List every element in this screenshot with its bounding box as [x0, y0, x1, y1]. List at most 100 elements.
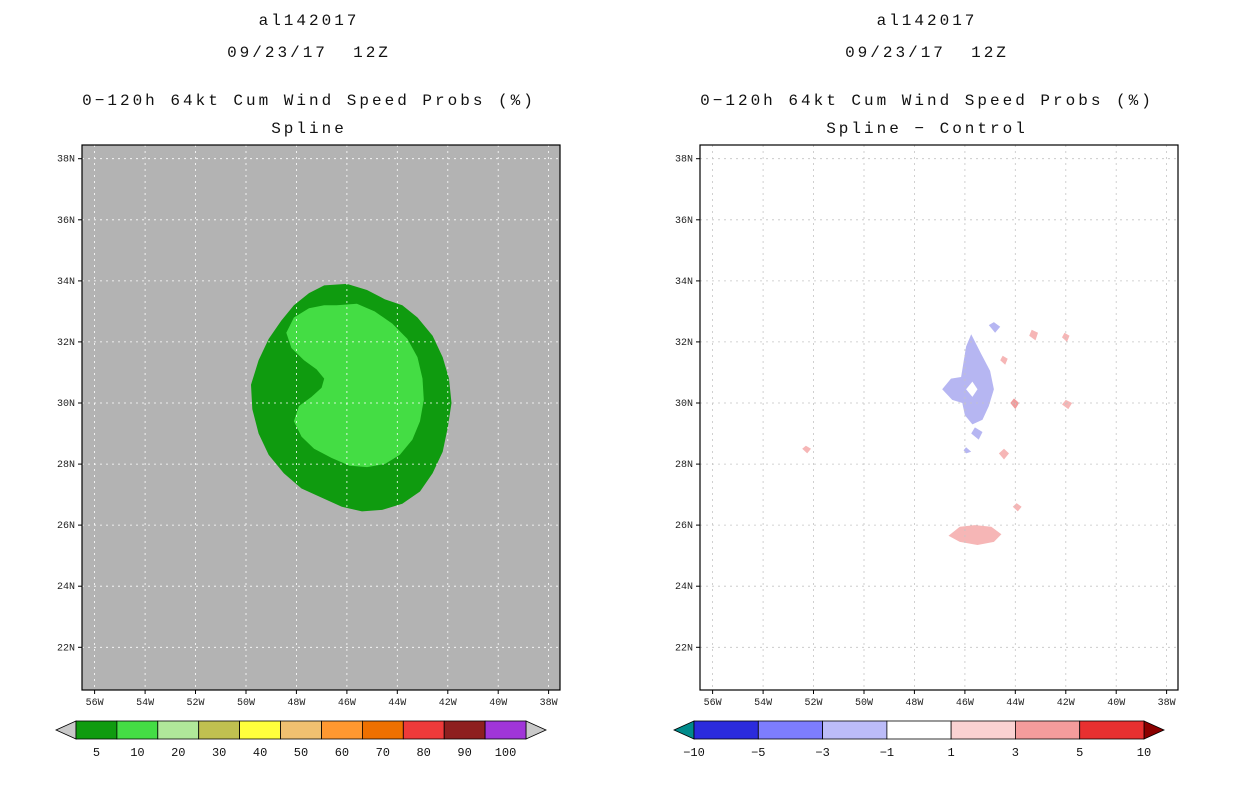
svg-text:38W: 38W: [540, 698, 558, 709]
colorbar-cell: [361, 720, 404, 740]
map-plot: 56W 54W 52W 50W 48W 46W 44W 42W 40W 38W 22N 24N 26N 2…: [675, 144, 1179, 709]
panel-spline-minus-control: al142017 09/23/17 12Z 0−120h 64kt Cum Wi…: [618, 0, 1236, 800]
svg-text:20: 20: [171, 746, 185, 760]
valid-time-title: 09/23/17 12Z: [227, 44, 391, 62]
svg-text:42W: 42W: [439, 698, 457, 709]
colorbar-cell: [950, 720, 1016, 740]
svg-text:44W: 44W: [388, 698, 406, 709]
map-plot: 56W 54W 52W 50W 48W 46W 44W 42W 40W 38W 22N 24N 26N 2…: [57, 144, 561, 709]
colorbar-cell: [402, 720, 445, 740]
svg-text:52W: 52W: [186, 698, 204, 709]
pos-diff-streak: [948, 525, 1002, 545]
colorbar-cell: [321, 720, 363, 740]
svg-text:70: 70: [376, 746, 390, 760]
pos-diff-dot-42w: [1062, 399, 1073, 410]
svg-text:−3: −3: [815, 746, 829, 760]
svg-text:50W: 50W: [237, 698, 255, 709]
probability-colorbar: 5 10 20 30 40 50 60 70 80 90 100: [0, 712, 618, 770]
svg-text:100: 100: [495, 746, 517, 760]
svg-text:26N: 26N: [675, 521, 693, 532]
svg-text:28N: 28N: [57, 460, 75, 471]
svg-text:5: 5: [93, 746, 100, 760]
svg-text:38W: 38W: [1158, 698, 1176, 709]
svg-text:40: 40: [253, 746, 267, 760]
svg-text:46W: 46W: [338, 698, 356, 709]
svg-text:22N: 22N: [57, 643, 75, 654]
svg-text:32N: 32N: [57, 338, 75, 349]
colorbar-cell: [1014, 720, 1081, 740]
colorbar-left-arrow: [673, 720, 695, 740]
svg-text:60: 60: [335, 746, 349, 760]
difference-map: 56W 54W 52W 50W 48W 46W 44W 42W 40W 38W 22N 24N 26N 2…: [618, 138, 1236, 712]
svg-text:26N: 26N: [57, 521, 75, 532]
panel-spline: al142017 09/23/17 12Z 0−120h 64kt Cum Wi…: [0, 12, 618, 770]
svg-text:46W: 46W: [956, 698, 974, 709]
prob-10-contour: [286, 303, 424, 468]
svg-text:30N: 30N: [675, 399, 693, 410]
storm-id-title: al142017: [876, 12, 978, 30]
svg-text:40W: 40W: [1107, 698, 1125, 709]
neg-diff-sliver: [971, 427, 983, 440]
pos-diff-patch-28n: [998, 448, 1009, 460]
colorbar-cell: [157, 720, 200, 740]
svg-text:24N: 24N: [675, 582, 693, 593]
valid-time-title: 09/23/17 12Z: [845, 44, 1009, 62]
svg-text:−1: −1: [880, 746, 894, 760]
colorbar-cell: [886, 720, 952, 740]
colorbar-cell: [198, 720, 240, 740]
neg-diff-dot-low: [963, 447, 972, 454]
svg-text:10: 10: [130, 746, 144, 760]
colorbar-cell: [484, 720, 527, 740]
colorbar-cell: [822, 720, 888, 740]
svg-text:44W: 44W: [1006, 698, 1024, 709]
colorbar-right-arrow: [525, 720, 547, 740]
svg-text:−10: −10: [683, 746, 705, 760]
colorbar-cell: [1079, 720, 1145, 740]
svg-text:24N: 24N: [57, 582, 75, 593]
difference-colorbar: −10 −5 −3 −1 1 3 5 10: [618, 712, 1236, 770]
svg-text:34N: 34N: [57, 277, 75, 288]
colorbar-cell: [116, 720, 159, 740]
svg-text:50W: 50W: [855, 698, 873, 709]
pos-diff-dot-31n: [1000, 355, 1008, 365]
probability-map: 56W 54W 52W 50W 48W 46W 44W 42W 40W 38W 22N 24N 26N 2…: [0, 138, 618, 712]
pos-diff-dot-32n-a: [1029, 329, 1038, 341]
colorbar-left-arrow: [55, 720, 77, 740]
svg-text:5: 5: [1076, 746, 1083, 760]
method-label: Spline: [271, 120, 347, 138]
svg-text:22N: 22N: [675, 643, 693, 654]
svg-text:42W: 42W: [1057, 698, 1075, 709]
svg-text:52W: 52W: [804, 698, 822, 709]
svg-text:1: 1: [947, 746, 954, 760]
svg-text:56W: 56W: [704, 698, 722, 709]
svg-text:40W: 40W: [489, 698, 507, 709]
product-title: 0−120h 64kt Cum Wind Speed Probs (%): [82, 92, 536, 110]
svg-text:48W: 48W: [287, 698, 305, 709]
svg-text:−5: −5: [751, 746, 765, 760]
method-label: Spline − Control: [826, 120, 1028, 138]
svg-text:28N: 28N: [675, 460, 693, 471]
svg-text:56W: 56W: [86, 698, 104, 709]
svg-text:34N: 34N: [675, 277, 693, 288]
svg-text:30: 30: [212, 746, 226, 760]
neg-diff-hole: [966, 381, 978, 397]
neg-diff-dot-top: [988, 322, 1001, 333]
svg-text:80: 80: [416, 746, 430, 760]
neg-diff-main-patch: [942, 334, 994, 425]
product-title: 0−120h 64kt Cum Wind Speed Probs (%): [700, 92, 1154, 110]
svg-text:54W: 54W: [136, 698, 154, 709]
colorbar-cell: [239, 720, 281, 740]
svg-text:50: 50: [294, 746, 308, 760]
svg-text:32N: 32N: [675, 338, 693, 349]
svg-text:54W: 54W: [754, 698, 772, 709]
svg-text:3: 3: [1012, 746, 1019, 760]
pos-diff-dot-52w: [802, 445, 811, 454]
colorbar-cell: [693, 720, 759, 740]
svg-text:48W: 48W: [905, 698, 923, 709]
colorbar-cell: [280, 720, 322, 740]
colorbar-cell: [75, 720, 118, 740]
colorbar-plot: 5 10 20 30 40 50 60 70 80 90 100: [55, 720, 547, 760]
svg-text:36N: 36N: [57, 216, 75, 227]
pos-diff-patch-30n: [1010, 398, 1020, 410]
